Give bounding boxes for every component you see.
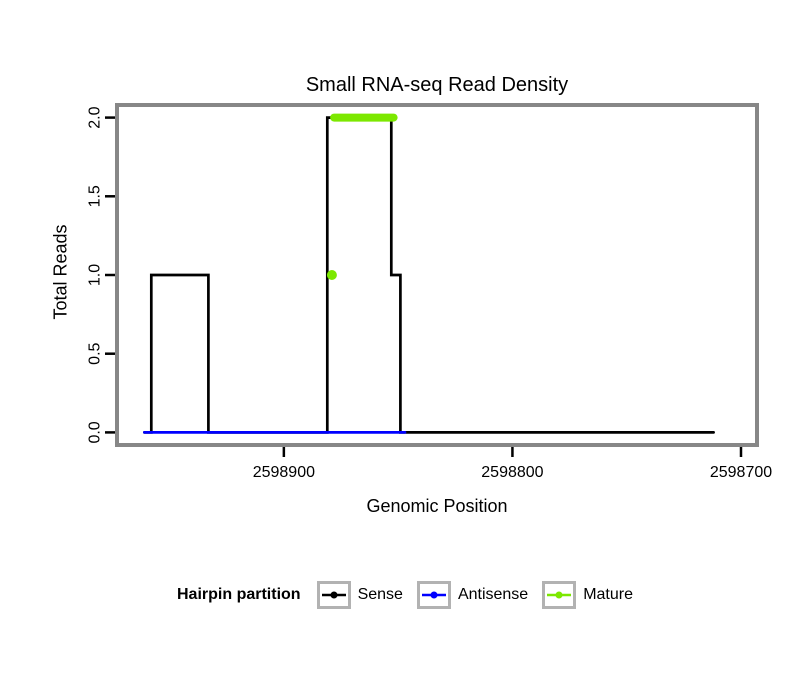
x-axis-tick-label: 2598800 [481, 464, 543, 481]
legend-item-mature: Mature [542, 581, 633, 609]
x-axis-label: Genomic Position [366, 496, 508, 516]
legend-item-label-sense: Sense [357, 586, 403, 603]
legend-item-antisense: Antisense [416, 581, 529, 609]
legend-item-label-mature: Mature [583, 586, 633, 603]
x-axis-tick-label: 2598900 [253, 464, 315, 481]
legend-item-label-antisense: Antisense [457, 586, 529, 603]
sense-key-dot [330, 591, 338, 599]
y-axis-tick-label: 1.5 [87, 185, 104, 207]
mature-marker [326, 270, 337, 280]
plot-panel [115, 103, 759, 447]
x-axis-tick-label: 2598700 [710, 464, 772, 481]
mature-key-icon [542, 581, 577, 609]
y-axis-tick-label: 0.0 [87, 421, 104, 443]
y-axis-tick-label: 2.0 [87, 106, 104, 128]
legend-item-sense: Sense [316, 581, 403, 609]
mature-key-dot [555, 591, 563, 599]
legend: Hairpin partition Sense Antisense [0, 581, 810, 609]
legend-title: Hairpin partition [177, 586, 301, 603]
chart-title: Small RNA-seq Read Density [305, 74, 569, 96]
y-axis-tick-label: 1.0 [87, 264, 104, 286]
y-axis-tick-label: 0.5 [87, 342, 104, 364]
sense-key-icon [316, 581, 351, 609]
antisense-key-dot [430, 591, 438, 599]
antisense-key-icon [416, 581, 451, 609]
